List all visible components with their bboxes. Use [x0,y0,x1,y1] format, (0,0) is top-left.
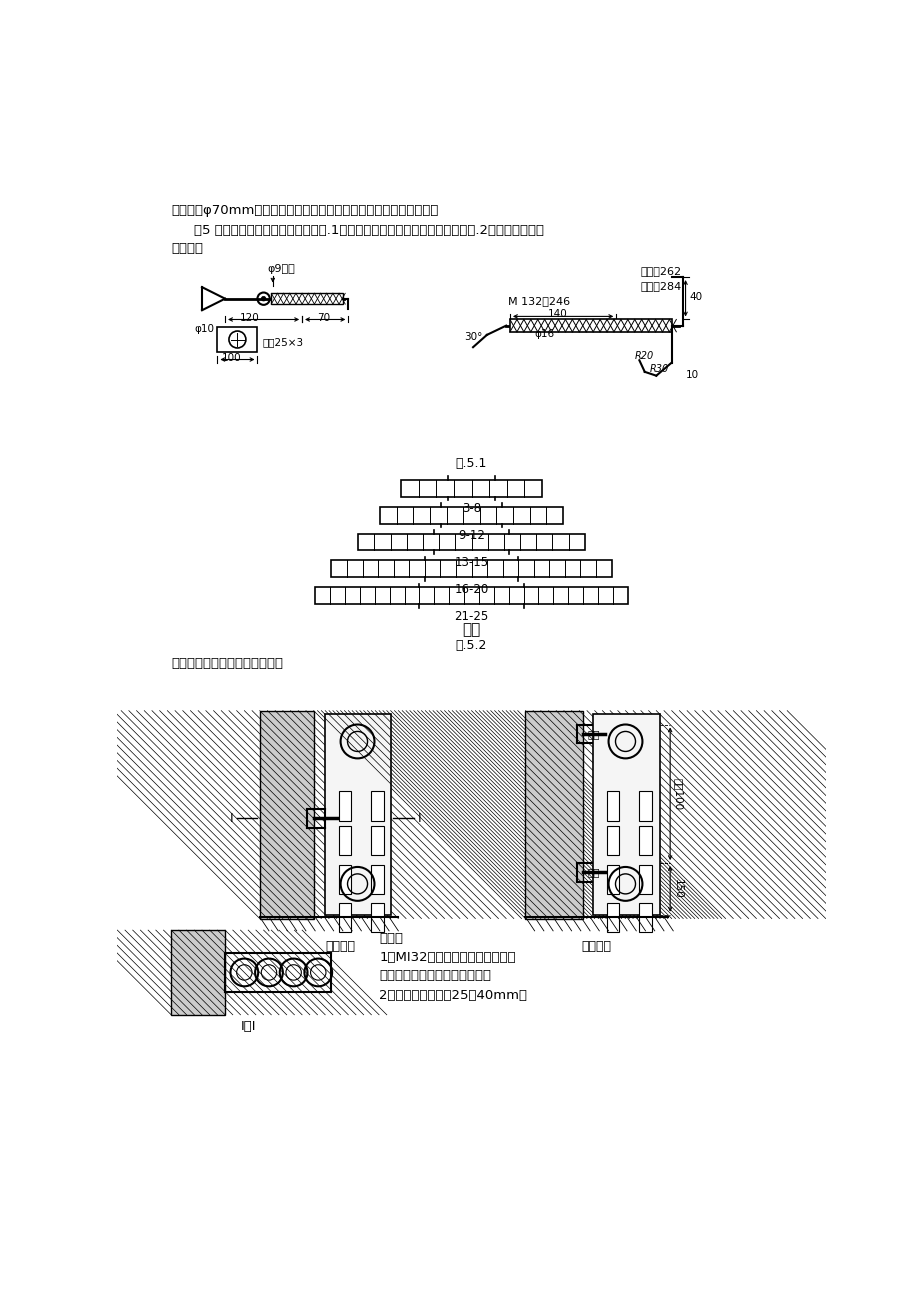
Bar [271,293,343,305]
Text: 21-25: 21-25 [454,609,488,622]
Bar [639,827,651,855]
Text: 卡子安装: 卡子安装 [325,940,356,953]
Text: φ9钢筋: φ9钢筋 [267,264,295,273]
Text: 炉片）。: 炉片）。 [171,242,203,255]
Bar [607,865,618,894]
Text: 3-8: 3-8 [461,503,481,516]
Bar [525,711,583,918]
Bar [593,715,660,915]
Text: 托钩: 托钩 [586,867,599,878]
Text: 16-20: 16-20 [454,583,488,596]
Bar [371,827,383,855]
Bar [331,560,611,577]
Text: I－I: I－I [240,1021,255,1034]
Bar [259,711,313,918]
Bar [339,792,351,820]
Bar [639,865,651,894]
Text: M 132＝246: M 132＝246 [508,297,570,306]
Text: 卡子: 卡子 [586,729,599,738]
Bar [401,479,541,496]
Bar [259,711,313,918]
Bar [607,904,618,932]
Text: 70: 70 [317,312,330,323]
Text: 2．散热器离墙净距25～40mm。: 2．散热器离墙净距25～40mm。 [379,990,527,1003]
Bar [339,904,351,932]
Text: 40: 40 [688,292,702,302]
Text: 图.5.1: 图.5.1 [455,457,487,470]
Text: φ10: φ10 [194,324,214,335]
Text: 说明：: 说明： [379,932,403,945]
Text: 托钩安装: 托钩安装 [581,940,610,953]
Text: 150: 150 [673,879,683,898]
Bar [171,930,225,1014]
Bar [339,865,351,894]
Text: 五柱＝284: 五柱＝284 [641,281,681,290]
Text: φ16: φ16 [534,328,554,339]
Bar [357,534,584,551]
Text: 图.5.2: 图.5.2 [455,639,487,652]
Bar [607,792,618,820]
Text: 部为托钩。建设工程教育网整理: 部为托钩。建设工程教育网整理 [379,969,491,982]
Text: R20: R20 [634,352,653,361]
Bar [509,319,671,332]
Text: 120: 120 [240,312,259,323]
Bar [371,904,383,932]
Circle shape [261,297,266,301]
Bar [525,711,583,918]
Text: 1．MI32型及柱型上部为卡子，下: 1．MI32型及柱型上部为卡子，下 [379,950,516,963]
Bar [607,827,618,855]
Text: 四柱＝262: 四柱＝262 [641,267,681,276]
Text: 画线尺或φ70mm管放在托钩上，用水平尺找平找正，填满砂浆抹平。: 画线尺或φ70mm管放在托钩上，用水平尺找平找正，填满砂浆抹平。 [171,204,438,217]
Text: 10: 10 [685,370,698,380]
Text: R30: R30 [650,365,669,374]
Bar [371,865,383,894]
Bar [324,715,391,915]
Text: 140: 140 [548,309,567,319]
Bar [639,904,651,932]
Text: 13-15: 13-15 [454,556,488,569]
Text: I: I [229,812,233,825]
Text: 柱型散热器卡子托钩安装见图。: 柱型散热器卡子托钩安装见图。 [171,656,283,669]
Bar [339,827,351,855]
Text: 30°: 30° [463,332,482,342]
Bar [315,587,627,604]
Bar [380,506,562,523]
Text: 100: 100 [221,353,241,362]
Text: ．5 柱型散热器的固定卡及托钩按图.1加工。托钩及固定卡的数量和位置按图.2安装（方格代表: ．5 柱型散热器的固定卡及托钩按图.1加工。托钩及固定卡的数量和位置按图.2安装… [194,224,544,237]
Bar [639,792,651,820]
Bar [371,792,383,820]
Text: 9-12: 9-12 [458,529,484,542]
Text: I: I [417,812,421,825]
Text: 扁铁25×3: 扁铁25×3 [262,337,303,348]
Bar [171,930,225,1014]
Text: 柱型: 柱型 [462,622,480,637]
Bar [217,327,257,352]
Text: 大于100: 大于100 [673,777,683,810]
